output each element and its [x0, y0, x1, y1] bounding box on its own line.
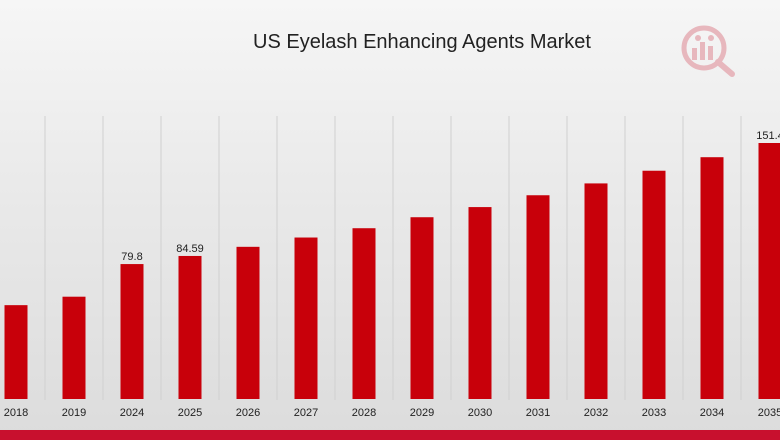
- data-label: 151.4: [756, 130, 780, 142]
- x-tick-label: 2024: [120, 407, 144, 419]
- bar-2032: [584, 183, 608, 399]
- x-tick-label: 2018: [4, 407, 28, 419]
- bar-2035: [758, 143, 780, 399]
- x-tick-label: 2035: [758, 407, 780, 419]
- bars: [4, 143, 780, 399]
- x-tick-label: 2027: [294, 407, 318, 419]
- x-tick-label: 2034: [700, 407, 724, 419]
- bar-2024: [120, 264, 144, 399]
- bar-2026: [236, 246, 260, 399]
- bar-2031: [526, 195, 550, 399]
- bar-2028: [352, 228, 376, 399]
- x-tick-label: 2026: [236, 407, 260, 419]
- chart-title: US Eyelash Enhancing Agents Market: [253, 31, 591, 53]
- data-label: 79.8: [121, 251, 142, 263]
- x-tick-label: 2030: [468, 407, 492, 419]
- grid-lines: [44, 116, 742, 400]
- x-tick-label: 2029: [410, 407, 434, 419]
- bar-2034: [700, 157, 724, 399]
- bar-2018: [4, 305, 28, 399]
- data-label: 84.59: [176, 243, 204, 255]
- x-tick-label: 2028: [352, 407, 376, 419]
- bar-2030: [468, 207, 492, 399]
- bar-2025: [178, 255, 202, 399]
- data-labels: 79.8 84.59 151.4: [121, 130, 780, 263]
- x-tick-label: 2019: [62, 407, 86, 419]
- x-tick-label: 2031: [526, 407, 550, 419]
- bar-2033: [642, 170, 666, 399]
- x-axis-ticks: 2018 2019 2024 2025 2026 2027 2028 2029 2030 2031…: [4, 407, 780, 419]
- x-tick-label: 2032: [584, 407, 608, 419]
- bar-2029: [410, 217, 434, 399]
- bar-2027: [294, 237, 318, 399]
- x-tick-label: 2025: [178, 407, 202, 419]
- x-tick-label: 2033: [642, 407, 666, 419]
- market-research-logo-icon: [680, 24, 736, 80]
- bottom-accent-bar: [0, 430, 780, 440]
- bar-2019: [62, 296, 86, 399]
